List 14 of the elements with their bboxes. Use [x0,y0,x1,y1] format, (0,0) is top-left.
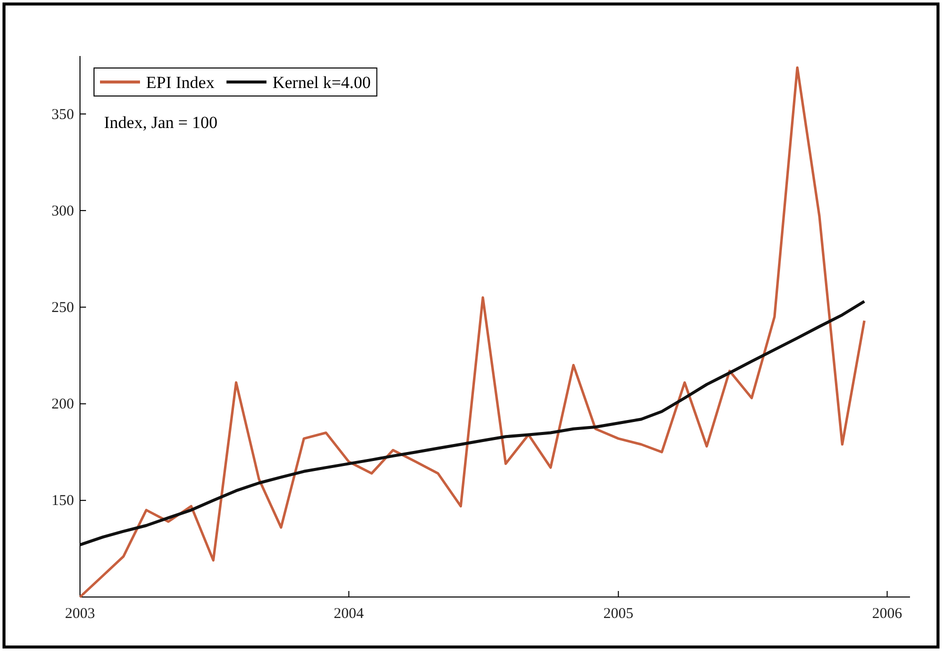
x-tick-label: 2004 [334,606,364,622]
legend-label: Kernel k=4.00 [272,73,371,92]
line-series [78,66,866,598]
y-tick-label: 250 [52,300,74,316]
x-tick-label: 2005 [603,606,634,622]
line-series [78,300,866,546]
legend-label: EPI Index [146,73,215,92]
x-tick-label: 2003 [65,606,95,622]
annotation: Index, Jan = 100 [104,113,218,132]
x-tick-label: 2006 [872,606,903,622]
y-tick-label: 150 [52,493,74,510]
y-tick-label: 300 [52,203,74,220]
y-tick-label: 200 [52,396,74,413]
y-tick-label: 350 [52,106,74,123]
